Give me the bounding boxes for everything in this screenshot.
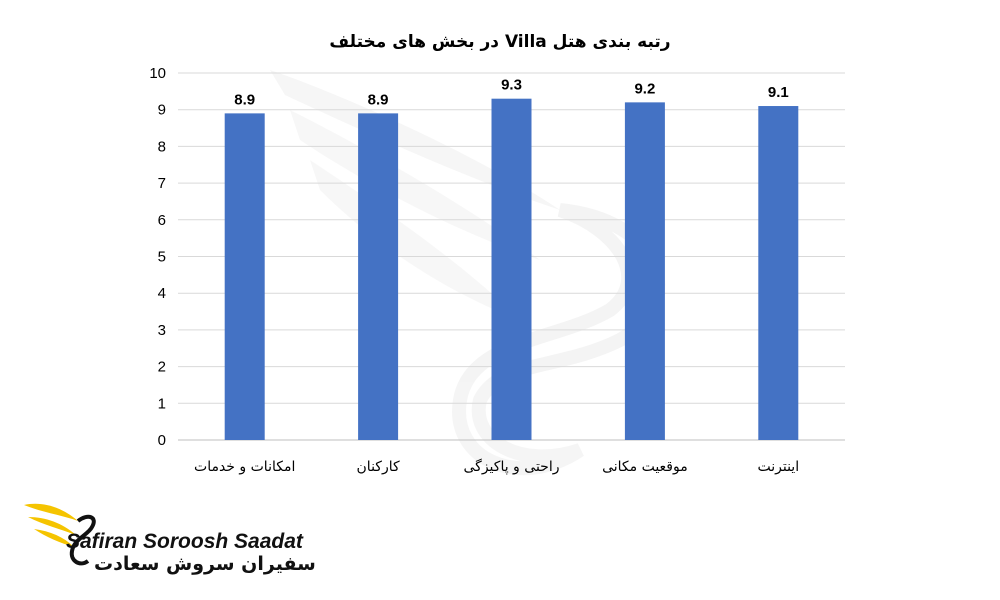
y-tick-label: 5 <box>158 249 166 266</box>
y-axis: 0 1 2 3 4 5 6 7 8 9 10 <box>149 65 166 449</box>
data-label: 9.2 <box>634 80 655 97</box>
data-label: 9.3 <box>501 77 522 94</box>
logo-wing-icon <box>24 503 96 566</box>
y-tick-label: 4 <box>158 285 166 302</box>
x-tick-label: راحتی و پاکیزگی <box>464 458 560 475</box>
y-tick-label: 1 <box>158 395 166 412</box>
data-labels: 8.9 8.9 9.3 9.2 9.1 <box>234 77 788 109</box>
bar <box>358 113 399 441</box>
bar <box>624 102 665 441</box>
y-tick-label: 0 <box>158 432 166 449</box>
bar <box>491 98 532 440</box>
y-tick-label: 2 <box>158 359 166 376</box>
x-tick-label: کارکنان <box>357 459 400 475</box>
x-tick-label: موقعیت مکانی <box>602 459 688 475</box>
bars <box>224 98 799 441</box>
data-label: 8.9 <box>368 91 389 108</box>
data-label: 9.1 <box>768 84 789 101</box>
y-tick-label: 9 <box>158 102 166 119</box>
data-label: 8.9 <box>234 91 255 108</box>
bar <box>224 113 265 441</box>
y-tick-label: 3 <box>158 322 166 339</box>
brand-name-latin: Safiran Soroosh Saadat <box>66 530 303 553</box>
x-tick-label: امکانات و خدمات <box>194 459 295 475</box>
y-tick-label: 8 <box>158 138 166 155</box>
bar <box>758 106 799 440</box>
chart-title: رتبه بندی هتل Villa در بخش های مختلف <box>329 32 670 52</box>
brand-name-persian: سفیران سروش سعادت <box>94 553 316 575</box>
y-tick-label: 7 <box>158 175 166 192</box>
y-tick-label: 6 <box>158 212 166 229</box>
x-tick-label: اینترنت <box>757 459 799 475</box>
y-tick-label: 10 <box>149 65 166 82</box>
watermark-wing-icon <box>270 70 666 476</box>
x-axis: امکانات و خدمات کارکنان راحتی و پاکیزگی موق… <box>194 458 799 475</box>
